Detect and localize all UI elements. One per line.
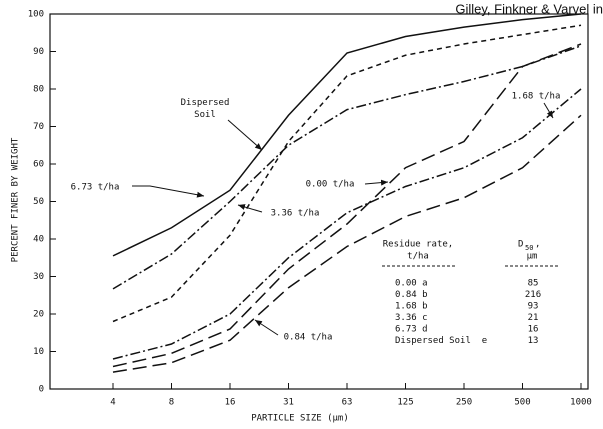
annotation-arrow bbox=[237, 204, 263, 213]
x-tick-label: 500 bbox=[514, 398, 530, 408]
y-tick-label: 30 bbox=[33, 272, 44, 282]
series-annotation: 1.68 t/ha bbox=[512, 92, 561, 102]
series-annotation: Dispersed Soil bbox=[181, 98, 230, 120]
annotation-line: Dispersed bbox=[181, 98, 230, 108]
table-cell: 16 bbox=[528, 325, 539, 335]
x-tick-label: 250 bbox=[456, 398, 472, 408]
annotation-arrow bbox=[364, 179, 389, 186]
y-tick-label: 50 bbox=[33, 197, 44, 207]
series-line bbox=[112, 88, 582, 360]
y-tick-label: 90 bbox=[33, 47, 44, 57]
y-axis-title: PERCENT FINER BY WEIGHT bbox=[11, 137, 21, 262]
x-tick-label: 16 bbox=[225, 398, 236, 408]
table-cell: 216 bbox=[525, 290, 541, 300]
series-annotation: 0.00 t/ha bbox=[306, 180, 355, 190]
table-cell: 85 bbox=[528, 279, 539, 289]
annotation-arrow bbox=[543, 102, 554, 119]
y-tick-label: 70 bbox=[33, 122, 44, 132]
annotation-arrow bbox=[254, 319, 279, 336]
series-line bbox=[112, 43, 582, 368]
table-cell: 13 bbox=[528, 336, 539, 346]
table-cell: 21 bbox=[528, 313, 539, 323]
annotation-arrow bbox=[227, 119, 263, 151]
annotation-line: Soil bbox=[194, 110, 216, 120]
y-tick-label: 60 bbox=[33, 160, 44, 170]
table-cell: 1.68 b bbox=[395, 302, 428, 312]
x-tick-label: 8 bbox=[169, 398, 174, 408]
table-cell: 0.00 a bbox=[395, 279, 428, 289]
table-cell: 0.84 b bbox=[395, 290, 428, 300]
y-tick-label: 80 bbox=[33, 85, 44, 95]
table-header: Residue rate, bbox=[383, 240, 453, 250]
annotation-arrow bbox=[132, 185, 205, 198]
table-cell: Dispersed Soil e bbox=[395, 336, 487, 346]
x-tick-label: 1000 bbox=[570, 398, 592, 408]
series-line bbox=[112, 114, 582, 373]
series-line bbox=[112, 13, 582, 257]
y-tick-label: 0 bbox=[39, 385, 44, 395]
y-tick-label: 40 bbox=[33, 235, 44, 245]
x-axis-title: PARTICLE SIZE (µm) bbox=[251, 414, 349, 424]
x-tick-label: 31 bbox=[283, 398, 294, 408]
table-header: , bbox=[535, 240, 540, 250]
y-tick-label: 10 bbox=[33, 347, 44, 357]
table-header-sub: 50 bbox=[525, 244, 533, 252]
y-tick-label: 20 bbox=[33, 310, 44, 320]
series-line bbox=[112, 24, 582, 323]
table-cell: 6.73 d bbox=[395, 325, 428, 335]
x-tick-label: 125 bbox=[397, 398, 413, 408]
series-annotation: 6.73 t/ha bbox=[71, 183, 120, 193]
table-header: t/ha bbox=[407, 252, 429, 262]
series-annotation: 3.36 t/ha bbox=[271, 209, 320, 219]
table-header: D bbox=[518, 240, 523, 250]
source-header: Gilley, Finkner & Varvel in bbox=[455, 1, 603, 16]
y-tick-label: 100 bbox=[28, 10, 44, 20]
x-tick-label: 63 bbox=[342, 398, 353, 408]
table-cell: 93 bbox=[528, 302, 539, 312]
table-header: µm bbox=[527, 252, 538, 262]
series-annotation: 0.84 t/ha bbox=[284, 333, 333, 343]
x-tick-label: 4 bbox=[110, 398, 115, 408]
table-cell: 3.36 c bbox=[395, 313, 428, 323]
series-line bbox=[112, 45, 582, 290]
